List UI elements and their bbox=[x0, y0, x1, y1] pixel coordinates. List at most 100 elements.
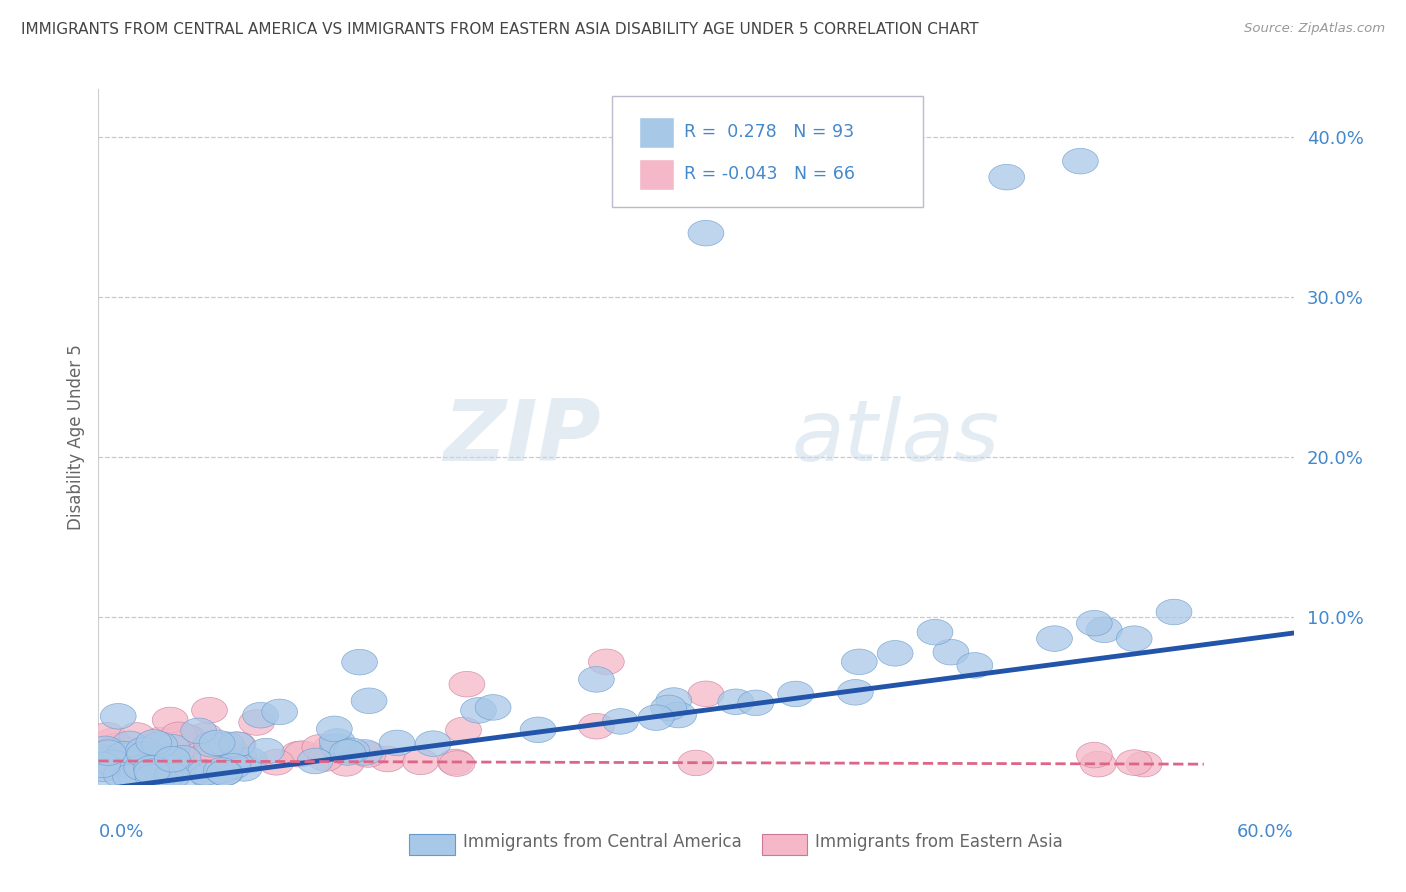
Ellipse shape bbox=[84, 752, 121, 778]
Ellipse shape bbox=[141, 745, 176, 771]
Ellipse shape bbox=[90, 739, 127, 765]
Ellipse shape bbox=[239, 710, 274, 735]
Ellipse shape bbox=[107, 741, 142, 767]
Ellipse shape bbox=[141, 764, 176, 789]
Ellipse shape bbox=[152, 707, 188, 732]
Ellipse shape bbox=[1156, 599, 1192, 624]
FancyBboxPatch shape bbox=[762, 834, 807, 855]
Ellipse shape bbox=[98, 733, 135, 759]
Ellipse shape bbox=[157, 753, 194, 779]
Ellipse shape bbox=[143, 758, 179, 784]
Ellipse shape bbox=[187, 760, 224, 785]
Ellipse shape bbox=[155, 734, 190, 760]
Ellipse shape bbox=[917, 619, 953, 645]
Ellipse shape bbox=[166, 723, 201, 749]
Ellipse shape bbox=[84, 745, 120, 771]
Ellipse shape bbox=[651, 695, 686, 721]
Ellipse shape bbox=[603, 708, 638, 734]
Ellipse shape bbox=[1077, 610, 1112, 636]
Ellipse shape bbox=[302, 734, 337, 760]
Text: Source: ZipAtlas.com: Source: ZipAtlas.com bbox=[1244, 22, 1385, 36]
Ellipse shape bbox=[128, 764, 165, 789]
Ellipse shape bbox=[308, 746, 343, 772]
Ellipse shape bbox=[319, 734, 356, 759]
Ellipse shape bbox=[155, 746, 190, 771]
Ellipse shape bbox=[778, 681, 814, 706]
Ellipse shape bbox=[142, 731, 177, 757]
Ellipse shape bbox=[988, 164, 1025, 190]
Ellipse shape bbox=[155, 764, 190, 789]
Text: 0.0%: 0.0% bbox=[98, 823, 143, 841]
Ellipse shape bbox=[221, 744, 257, 769]
FancyBboxPatch shape bbox=[638, 117, 675, 148]
Ellipse shape bbox=[93, 739, 129, 764]
FancyBboxPatch shape bbox=[638, 159, 675, 190]
Text: atlas: atlas bbox=[792, 395, 1000, 479]
Ellipse shape bbox=[316, 716, 353, 741]
Text: 60.0%: 60.0% bbox=[1237, 823, 1294, 841]
Y-axis label: Disability Age Under 5: Disability Age Under 5 bbox=[66, 344, 84, 530]
Ellipse shape bbox=[89, 764, 124, 789]
Text: R =  0.278   N = 93: R = 0.278 N = 93 bbox=[685, 123, 853, 141]
Ellipse shape bbox=[150, 756, 186, 781]
Ellipse shape bbox=[1087, 617, 1122, 642]
Ellipse shape bbox=[215, 754, 250, 779]
Ellipse shape bbox=[262, 699, 298, 724]
Ellipse shape bbox=[84, 756, 121, 781]
Ellipse shape bbox=[153, 746, 188, 772]
Ellipse shape bbox=[165, 739, 200, 765]
Ellipse shape bbox=[165, 746, 201, 771]
Ellipse shape bbox=[112, 764, 149, 789]
Ellipse shape bbox=[638, 705, 673, 731]
Ellipse shape bbox=[83, 749, 120, 775]
Ellipse shape bbox=[259, 749, 294, 775]
Ellipse shape bbox=[115, 738, 152, 764]
Ellipse shape bbox=[249, 739, 284, 764]
Ellipse shape bbox=[370, 747, 405, 772]
Ellipse shape bbox=[114, 764, 150, 789]
Ellipse shape bbox=[125, 747, 160, 773]
Ellipse shape bbox=[439, 751, 475, 776]
Ellipse shape bbox=[190, 751, 225, 776]
Ellipse shape bbox=[134, 756, 169, 781]
Ellipse shape bbox=[87, 736, 124, 762]
Ellipse shape bbox=[415, 731, 451, 756]
Ellipse shape bbox=[94, 728, 131, 754]
Ellipse shape bbox=[124, 755, 160, 780]
Ellipse shape bbox=[118, 747, 155, 772]
Ellipse shape bbox=[221, 732, 256, 757]
Ellipse shape bbox=[328, 750, 364, 776]
Ellipse shape bbox=[284, 741, 321, 766]
Ellipse shape bbox=[204, 757, 239, 783]
Ellipse shape bbox=[589, 649, 624, 674]
Ellipse shape bbox=[207, 760, 243, 786]
Ellipse shape bbox=[437, 749, 472, 775]
Ellipse shape bbox=[934, 640, 969, 665]
Ellipse shape bbox=[333, 738, 370, 764]
Ellipse shape bbox=[100, 704, 136, 729]
Ellipse shape bbox=[226, 756, 262, 781]
Ellipse shape bbox=[89, 747, 124, 772]
Ellipse shape bbox=[162, 722, 197, 747]
Ellipse shape bbox=[1036, 626, 1073, 651]
Ellipse shape bbox=[97, 750, 134, 776]
Ellipse shape bbox=[90, 723, 125, 748]
Ellipse shape bbox=[155, 747, 190, 772]
Ellipse shape bbox=[207, 760, 242, 786]
Ellipse shape bbox=[134, 759, 170, 785]
Ellipse shape bbox=[877, 640, 912, 666]
Ellipse shape bbox=[314, 734, 349, 760]
Ellipse shape bbox=[1077, 742, 1112, 768]
Ellipse shape bbox=[738, 690, 773, 715]
Ellipse shape bbox=[103, 762, 139, 788]
FancyBboxPatch shape bbox=[613, 96, 922, 208]
Ellipse shape bbox=[190, 751, 225, 776]
Ellipse shape bbox=[1116, 750, 1152, 775]
Ellipse shape bbox=[121, 748, 156, 774]
Ellipse shape bbox=[148, 764, 184, 789]
Ellipse shape bbox=[194, 731, 229, 757]
Ellipse shape bbox=[520, 717, 555, 743]
Ellipse shape bbox=[101, 741, 138, 766]
Ellipse shape bbox=[1080, 751, 1116, 777]
Ellipse shape bbox=[127, 756, 163, 781]
